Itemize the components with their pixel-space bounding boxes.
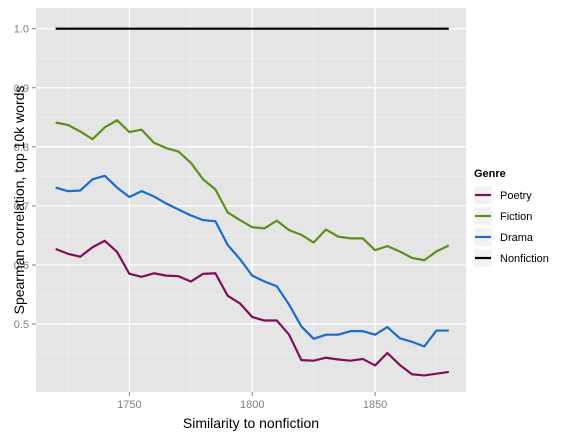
series-layer bbox=[55, 27, 450, 377]
y-tick-label: 0.8 bbox=[14, 142, 29, 154]
y-tick-label: 0.7 bbox=[14, 201, 29, 213]
x-tick-label: 1750 bbox=[117, 399, 141, 411]
grid-minor bbox=[36, 8, 466, 392]
legend-label: Fiction bbox=[500, 211, 532, 223]
series-line-poetry bbox=[55, 239, 449, 377]
y-axis-title: Spearman correlation, top 10k words bbox=[11, 86, 27, 315]
series-line-fiction bbox=[55, 119, 450, 262]
x-tick-label: 1850 bbox=[363, 399, 387, 411]
x-tick-label: 1800 bbox=[240, 399, 264, 411]
legend-label: Drama bbox=[500, 232, 534, 244]
plot-background bbox=[36, 8, 466, 392]
legend: Genre Poetry Fiction Drama Nonfiction bbox=[473, 168, 549, 268]
legend-label: Nonfiction bbox=[500, 253, 549, 265]
y-tick-label: 1.0 bbox=[14, 24, 29, 36]
legend-title: Genre bbox=[474, 168, 506, 180]
y-tick-label: 0.5 bbox=[14, 319, 29, 331]
x-axis-title: Similarity to nonfiction bbox=[183, 415, 319, 431]
y-tick-label: 0.9 bbox=[14, 83, 29, 95]
y-tick-label: 0.6 bbox=[14, 260, 29, 272]
legend-label: Poetry bbox=[500, 190, 532, 202]
series-line-drama bbox=[55, 174, 449, 348]
grid-major bbox=[36, 8, 466, 392]
x-axis-ticks: 1750 1800 1850 bbox=[117, 392, 387, 411]
y-axis-ticks: 0.5 0.6 0.7 0.8 0.9 1.0 bbox=[14, 24, 36, 331]
